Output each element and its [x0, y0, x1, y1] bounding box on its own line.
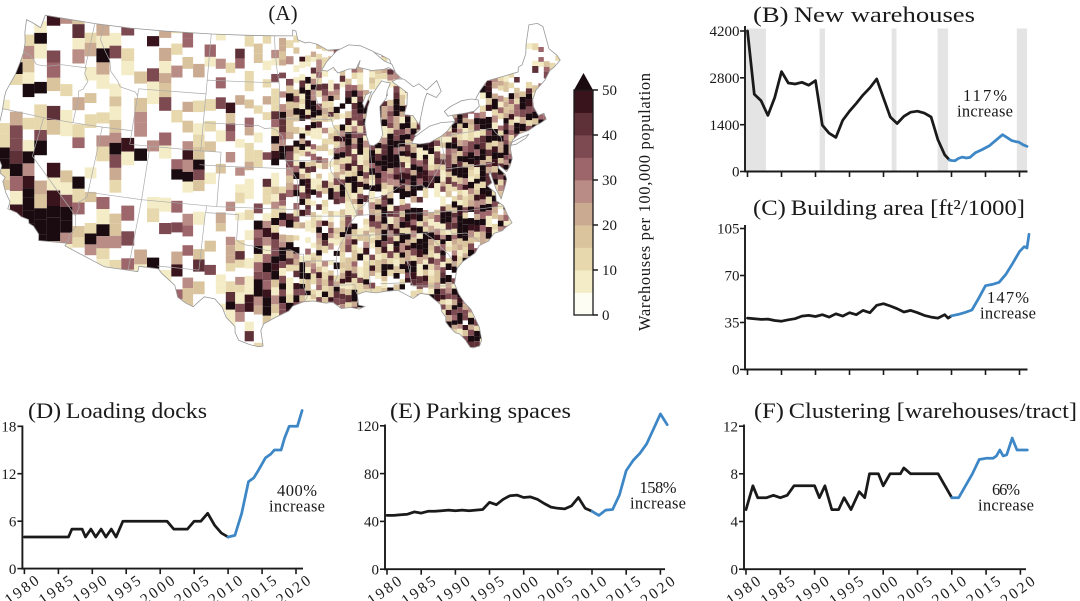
svg-text:120: 120 [357, 419, 380, 435]
svg-text:increase: increase [957, 102, 1013, 121]
svg-text:66%: 66% [992, 480, 1020, 499]
svg-text:0: 0 [732, 363, 740, 379]
svg-text:1400: 1400 [710, 118, 740, 134]
svg-text:117%: 117% [963, 86, 1007, 105]
svg-text:30: 30 [602, 173, 617, 189]
svg-text:(B) New warehouses: (B) New warehouses [753, 2, 975, 27]
svg-text:0: 0 [602, 308, 610, 324]
svg-text:0: 0 [372, 562, 380, 578]
svg-text:increase: increase [980, 304, 1036, 323]
svg-text:40: 40 [602, 128, 617, 144]
svg-text:158%: 158% [640, 478, 677, 497]
svg-text:105: 105 [717, 222, 740, 238]
svg-text:0: 0 [732, 165, 740, 181]
svg-text:increase: increase [269, 497, 325, 516]
svg-text:(F) Clustering [warehouses/tra: (F) Clustering [warehouses/tract] [754, 398, 1077, 423]
svg-text:increase: increase [978, 496, 1034, 515]
svg-text:0: 0 [9, 562, 17, 578]
svg-text:4: 4 [731, 515, 739, 531]
svg-text:18: 18 [1, 420, 16, 436]
svg-text:4200: 4200 [710, 24, 740, 40]
svg-text:12: 12 [1, 467, 16, 483]
svg-text:0: 0 [731, 562, 739, 578]
svg-text:increase: increase [630, 494, 686, 513]
svg-text:6: 6 [9, 514, 17, 530]
svg-text:70: 70 [725, 269, 740, 285]
svg-text:10: 10 [602, 263, 617, 279]
svg-text:(A): (A) [268, 1, 297, 25]
svg-text:(D) Loading docks: (D) Loading docks [28, 398, 207, 423]
svg-text:(C) Building area [ft²/1000]: (C) Building area [ft²/1000] [753, 195, 1025, 220]
svg-text:400%: 400% [277, 481, 317, 500]
svg-text:40: 40 [364, 515, 379, 531]
svg-text:(E) Parking spaces: (E) Parking spaces [390, 398, 571, 423]
svg-text:50: 50 [602, 83, 617, 99]
svg-text:80: 80 [364, 467, 379, 483]
svg-text:20: 20 [602, 218, 617, 234]
svg-text:147%: 147% [987, 288, 1029, 307]
svg-text:12: 12 [723, 419, 738, 435]
svg-text:Warehouses per 100,000 populat: Warehouses per 100,000 population [635, 73, 654, 331]
svg-text:8: 8 [731, 467, 739, 483]
svg-text:35: 35 [725, 316, 740, 332]
svg-text:2800: 2800 [710, 71, 740, 87]
